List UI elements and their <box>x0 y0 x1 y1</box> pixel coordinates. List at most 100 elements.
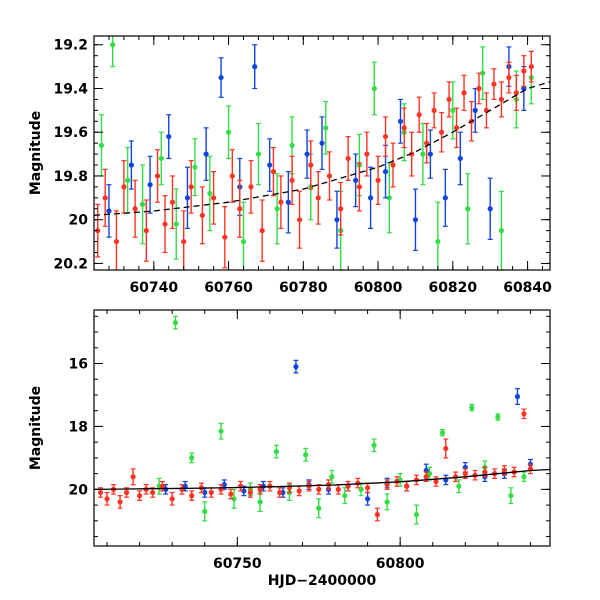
bottom-data-point <box>335 486 341 492</box>
top-data-point <box>498 96 505 103</box>
bottom-data-point <box>150 489 156 496</box>
bottom-data-point <box>117 499 123 505</box>
bottom-data-point <box>495 414 501 420</box>
top-data-point <box>390 162 396 168</box>
top-y-tick-label: 19.2 <box>53 38 88 54</box>
top-data-point <box>431 107 437 113</box>
bottom-data-point <box>130 474 136 480</box>
bottom-series-red <box>97 408 534 522</box>
top-data-point <box>181 238 187 245</box>
bottom-data-point <box>329 474 335 480</box>
bottom-data-point <box>179 486 185 492</box>
top-data-point <box>521 68 527 74</box>
top-data-point <box>248 184 254 190</box>
top-data-point <box>147 182 153 188</box>
top-data-point <box>203 151 209 157</box>
top-data-point <box>323 125 329 131</box>
bottom-data-point <box>189 493 195 499</box>
top-series-blue <box>106 44 527 251</box>
bottom-data-point <box>257 499 263 505</box>
bottom-data-point <box>423 474 429 480</box>
top-y-axis-label: Magnitude <box>28 111 44 195</box>
top-data-point <box>222 234 228 240</box>
top-data-point <box>106 208 112 214</box>
bottom-series-green <box>156 315 527 525</box>
top-data-point <box>113 238 120 245</box>
top-data-point <box>386 195 392 201</box>
top-y-tick-label: 20.2 <box>53 256 88 272</box>
bottom-data-point <box>303 452 309 458</box>
top-data-point <box>401 125 407 131</box>
bottom-y-tick-label: 18 <box>69 419 88 435</box>
top-data-point <box>128 162 134 168</box>
top-data-point <box>229 173 235 179</box>
top-data-point <box>442 195 448 201</box>
top-data-point <box>274 206 280 212</box>
bottom-data-point <box>482 469 488 475</box>
top-data-point <box>289 177 295 183</box>
top-data-point <box>498 228 505 234</box>
top-y-tick-label: 19.4 <box>53 81 88 97</box>
top-data-point <box>446 96 452 103</box>
top-data-point <box>353 177 359 183</box>
top-data-point <box>424 140 430 146</box>
top-data-point <box>192 164 198 170</box>
top-data-point <box>143 228 149 234</box>
bottom-data-point <box>371 442 377 448</box>
top-data-point <box>169 199 176 205</box>
top-plot-frame <box>93 35 551 271</box>
bottom-data-point <box>123 489 130 496</box>
bottom-data-point <box>231 496 237 502</box>
top-data-point <box>334 217 340 223</box>
top-series-red <box>95 50 534 270</box>
bottom-x-tick-label: 60800 <box>376 556 425 572</box>
top-x-tick-label: 60740 <box>129 280 178 296</box>
bottom-model-curve <box>94 468 550 491</box>
top-data-point <box>207 190 213 197</box>
top-data-point <box>472 107 478 113</box>
top-data-point <box>158 155 164 162</box>
top-data-point <box>439 129 445 135</box>
bottom-data-point <box>355 480 361 486</box>
top-data-point <box>491 81 497 87</box>
bottom-data-point <box>257 486 263 492</box>
top-data-point <box>513 90 519 96</box>
bottom-data-point <box>469 404 475 411</box>
top-data-point <box>427 151 433 157</box>
top-data-point <box>278 199 284 205</box>
top-data-point <box>382 133 389 140</box>
top-y-tick-label: 19.8 <box>53 169 88 185</box>
top-data-point <box>453 125 460 131</box>
top-x-tick-label: 60800 <box>354 280 403 296</box>
bottom-data-point <box>247 489 253 496</box>
top-data-point <box>252 64 258 70</box>
top-data-point <box>338 206 344 212</box>
bottom-data-point <box>208 489 214 496</box>
bottom-y-tick-label: 20 <box>69 482 89 498</box>
top-data-point <box>375 177 381 183</box>
bottom-data-point <box>384 482 390 488</box>
bottom-data-point <box>293 364 299 370</box>
bottom-data-point <box>159 483 165 489</box>
bottom-data-point <box>221 482 227 488</box>
bottom-data-point <box>172 319 179 326</box>
top-data-point <box>199 212 205 218</box>
top-data-point <box>211 195 217 201</box>
bottom-data-point <box>228 491 234 497</box>
bottom-data-point <box>521 411 527 417</box>
top-data-point <box>356 184 362 190</box>
top-ticks: 60740 60760 60780 60800 60820 60840 19.2 19.4 19… <box>53 36 552 296</box>
top-model-curve <box>94 81 550 216</box>
top-data-point <box>162 221 168 227</box>
bottom-data-point <box>218 428 224 434</box>
top-data-point <box>412 217 419 223</box>
top-data-point <box>319 140 325 146</box>
top-data-point <box>308 162 314 168</box>
top-data-point <box>461 90 467 96</box>
bottom-data-point <box>501 467 507 474</box>
top-plot-area <box>94 36 550 270</box>
top-x-tick-label: 60840 <box>503 280 552 296</box>
top-x-tick-label: 60760 <box>204 280 253 296</box>
bottom-plot-area <box>94 315 550 525</box>
